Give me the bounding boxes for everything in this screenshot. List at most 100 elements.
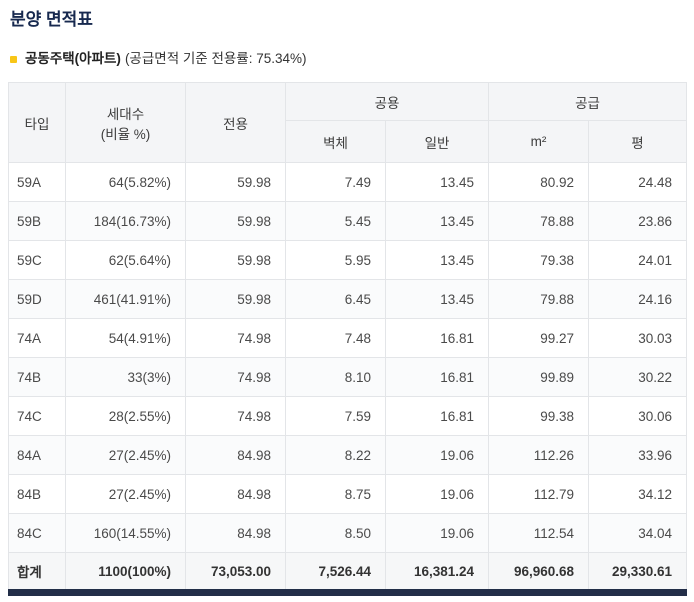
pyeong-cell: 30.03	[588, 318, 687, 358]
general-cell: 19.06	[385, 435, 489, 475]
general-cell: 16.81	[385, 318, 489, 358]
households-cell: 28(2.55%)	[65, 396, 186, 436]
m2-cell: 112.79	[488, 474, 589, 514]
type-cell: 84C	[8, 513, 66, 553]
header-households-line2: (비율 %)	[100, 126, 151, 142]
households-cell: 461(41.91%)	[65, 279, 186, 319]
table-row: 59A 64(5.82%) 59.98 7.49 13.45 80.92 24.…	[8, 162, 687, 202]
wall-cell: 5.95	[285, 240, 386, 280]
m2-cell: 80.92	[488, 162, 589, 202]
households-cell: 62(5.64%)	[65, 240, 186, 280]
type-cell: 84A	[8, 435, 66, 475]
m2-cell: 78.88	[488, 201, 589, 241]
subtitle-bold-text: 공동주택(아파트)	[25, 51, 121, 66]
type-cell: 59C	[8, 240, 66, 280]
pyeong-cell: 30.06	[588, 396, 687, 436]
type-cell: 59B	[8, 201, 66, 241]
table-row: 59D 461(41.91%) 59.98 6.45 13.45 79.88 2…	[8, 279, 687, 319]
yellow-bullet-icon	[10, 55, 17, 63]
pyeong-cell: 23.86	[588, 201, 687, 241]
households-cell: 33(3%)	[65, 357, 186, 397]
households-cell: 54(4.91%)	[65, 318, 186, 358]
general-cell: 16.81	[385, 396, 489, 436]
total-label: 합계	[8, 552, 66, 593]
wall-cell: 8.75	[285, 474, 386, 514]
total-households: 1100(100%)	[65, 552, 186, 593]
table-footer: 합계 1100(100%) 73,053.00 7,526.44 16,381.…	[8, 552, 687, 593]
header-row-1: 타입 세대수 (비율 %) 전용 공용 공급	[8, 82, 687, 163]
pyeong-cell: 24.48	[588, 162, 687, 202]
type-cell: 59D	[8, 279, 66, 319]
wall-cell: 7.48	[285, 318, 386, 358]
pyeong-cell: 24.01	[588, 240, 687, 280]
table-row: 84A 27(2.45%) 84.98 8.22 19.06 112.26 33…	[8, 435, 687, 475]
pyeong-cell: 34.04	[588, 513, 687, 553]
exclusive-cell: 59.98	[185, 240, 286, 280]
m2-cell: 99.27	[488, 318, 589, 358]
table-row: 74A 54(4.91%) 74.98 7.48 16.81 99.27 30.…	[8, 318, 687, 358]
table-row: 84B 27(2.45%) 84.98 8.75 19.06 112.79 34…	[8, 474, 687, 514]
m2-cell: 99.89	[488, 357, 589, 397]
type-cell: 74C	[8, 396, 66, 436]
pyeong-cell: 33.96	[588, 435, 687, 475]
exclusive-cell: 59.98	[185, 279, 286, 319]
total-m2: 96,960.68	[488, 552, 589, 593]
total-row: 합계 1100(100%) 73,053.00 7,526.44 16,381.…	[8, 552, 687, 593]
pyeong-cell: 34.12	[588, 474, 687, 514]
general-cell: 19.06	[385, 513, 489, 553]
table-row: 74C 28(2.55%) 74.98 7.59 16.81 99.38 30.…	[8, 396, 687, 436]
exclusive-cell: 84.98	[185, 513, 286, 553]
households-cell: 27(2.45%)	[65, 474, 186, 514]
header-pyeong: 평	[588, 120, 687, 163]
header-general: 일반	[385, 120, 489, 163]
area-table: 타입 세대수 (비율 %) 전용 공용 공급 벽체 일반 m² 평 59A 64…	[8, 82, 687, 596]
m2-cell: 112.54	[488, 513, 589, 553]
households-cell: 184(16.73%)	[65, 201, 186, 241]
header-supply: 공급	[488, 82, 687, 121]
table-header: 타입 세대수 (비율 %) 전용 공용 공급 벽체 일반 m² 평	[8, 82, 687, 163]
header-common: 공용	[285, 82, 489, 121]
type-cell: 84B	[8, 474, 66, 514]
subtitle-note-text: (공급면적 기준 전용률: 75.34%)	[124, 51, 307, 66]
exclusive-cell: 84.98	[185, 474, 286, 514]
wall-cell: 8.22	[285, 435, 386, 475]
general-cell: 13.45	[385, 201, 489, 241]
table-row: 74B 33(3%) 74.98 8.10 16.81 99.89 30.22	[8, 357, 687, 397]
wall-cell: 5.45	[285, 201, 386, 241]
general-cell: 13.45	[385, 279, 489, 319]
m2-cell: 79.88	[488, 279, 589, 319]
exclusive-cell: 74.98	[185, 357, 286, 397]
m2-cell: 99.38	[488, 396, 589, 436]
households-cell: 64(5.82%)	[65, 162, 186, 202]
wall-cell: 6.45	[285, 279, 386, 319]
exclusive-cell: 74.98	[185, 396, 286, 436]
wall-cell: 7.49	[285, 162, 386, 202]
header-wall: 벽체	[285, 120, 386, 163]
pyeong-cell: 24.16	[588, 279, 687, 319]
general-cell: 16.81	[385, 357, 489, 397]
households-cell: 160(14.55%)	[65, 513, 186, 553]
exclusive-cell: 59.98	[185, 162, 286, 202]
section-subtitle: 공동주택(아파트) (공급면적 기준 전용률: 75.34%)	[10, 51, 686, 67]
total-wall: 7,526.44	[285, 552, 386, 593]
wall-cell: 7.59	[285, 396, 386, 436]
header-row-2: 벽체 일반 m² 평	[9, 120, 687, 163]
header-exclusive: 전용	[185, 82, 286, 163]
table-row: 59C 62(5.64%) 59.98 5.95 13.45 79.38 24.…	[8, 240, 687, 280]
wall-cell: 8.10	[285, 357, 386, 397]
header-m2: m²	[488, 120, 589, 163]
pyeong-cell: 30.22	[588, 357, 687, 397]
header-type: 타입	[8, 82, 66, 163]
total-general: 16,381.24	[385, 552, 489, 593]
type-cell: 74B	[8, 357, 66, 397]
general-cell: 19.06	[385, 474, 489, 514]
page-title: 분양 면적표	[10, 10, 93, 29]
header-households-line1: 세대수	[106, 106, 145, 122]
table-row: 84C 160(14.55%) 84.98 8.50 19.06 112.54 …	[8, 513, 687, 553]
header-households: 세대수 (비율 %)	[65, 82, 186, 163]
households-cell: 27(2.45%)	[65, 435, 186, 475]
general-cell: 13.45	[385, 162, 489, 202]
table-body: 59A 64(5.82%) 59.98 7.49 13.45 80.92 24.…	[8, 162, 687, 553]
m2-cell: 112.26	[488, 435, 589, 475]
